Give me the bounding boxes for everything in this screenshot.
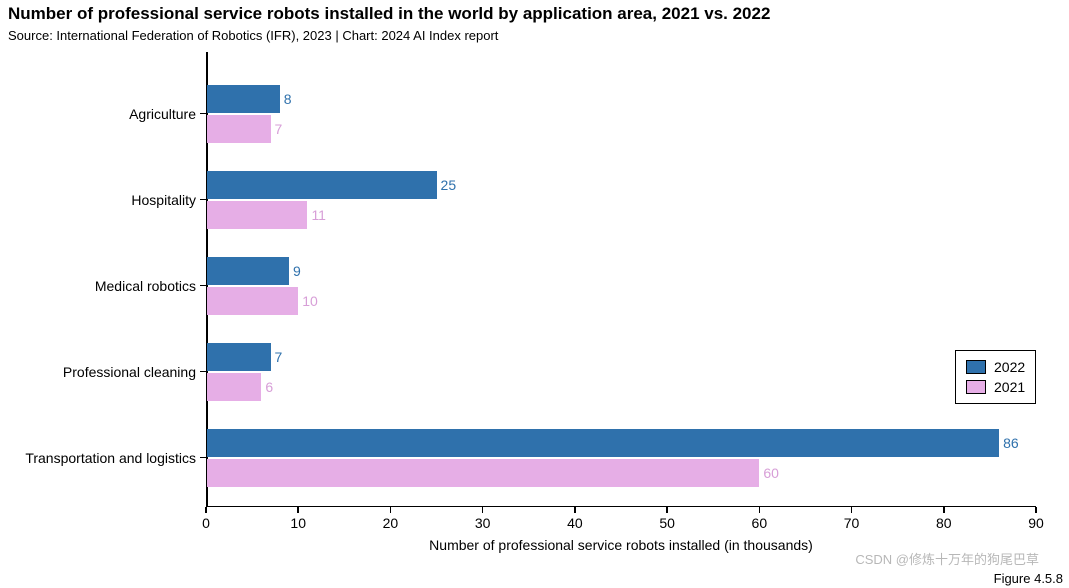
bar xyxy=(207,287,298,315)
x-tick-label: 80 xyxy=(936,515,952,531)
bar-value-label: 86 xyxy=(1003,435,1019,451)
x-tick-label: 30 xyxy=(475,515,491,531)
chart-subtitle: Source: International Federation of Robo… xyxy=(8,28,498,43)
bar xyxy=(207,201,307,229)
bar xyxy=(207,429,999,457)
bar-value-label: 8 xyxy=(284,91,292,107)
figure-label: Figure 4.5.8 xyxy=(994,571,1063,586)
category-label: Hospitality xyxy=(131,192,196,208)
bar-value-label: 6 xyxy=(265,379,273,395)
x-tick-label: 10 xyxy=(290,515,306,531)
category-label: Medical robotics xyxy=(95,278,196,294)
legend: 2022 2021 xyxy=(955,350,1036,404)
x-tick-label: 0 xyxy=(202,515,210,531)
bar xyxy=(207,343,271,371)
legend-swatch xyxy=(966,380,986,394)
x-tick-label: 70 xyxy=(844,515,860,531)
legend-item: 2022 xyxy=(966,357,1025,377)
bar xyxy=(207,85,280,113)
bar xyxy=(207,257,289,285)
category-label: Professional cleaning xyxy=(63,364,196,380)
plot-area: 0102030405060708090872511910768660Number… xyxy=(206,52,1036,507)
bar-value-label: 10 xyxy=(302,293,318,309)
legend-swatch xyxy=(966,360,986,374)
bar-value-label: 25 xyxy=(441,177,457,193)
x-tick-label: 50 xyxy=(659,515,675,531)
bar xyxy=(207,459,759,487)
bar xyxy=(207,373,261,401)
bar-value-label: 7 xyxy=(275,349,283,365)
category-label: Agriculture xyxy=(129,106,196,122)
chart-title: Number of professional service robots in… xyxy=(8,4,770,24)
bar-value-label: 11 xyxy=(311,207,326,223)
x-axis-label: Number of professional service robots in… xyxy=(429,537,813,553)
bar-value-label: 60 xyxy=(763,465,779,481)
x-tick-label: 90 xyxy=(1028,515,1044,531)
x-tick-label: 20 xyxy=(383,515,399,531)
bar xyxy=(207,115,271,143)
bar xyxy=(207,171,437,199)
category-label: Transportation and logistics xyxy=(25,450,196,466)
legend-item: 2021 xyxy=(966,377,1025,397)
watermark: CSDN @修炼十万年的狗尾巴草 xyxy=(855,549,1039,568)
legend-label: 2022 xyxy=(994,359,1025,375)
bar-value-label: 7 xyxy=(275,121,283,137)
x-tick-label: 60 xyxy=(752,515,768,531)
x-tick-label: 40 xyxy=(567,515,583,531)
legend-label: 2021 xyxy=(994,379,1025,395)
bar-value-label: 9 xyxy=(293,263,301,279)
